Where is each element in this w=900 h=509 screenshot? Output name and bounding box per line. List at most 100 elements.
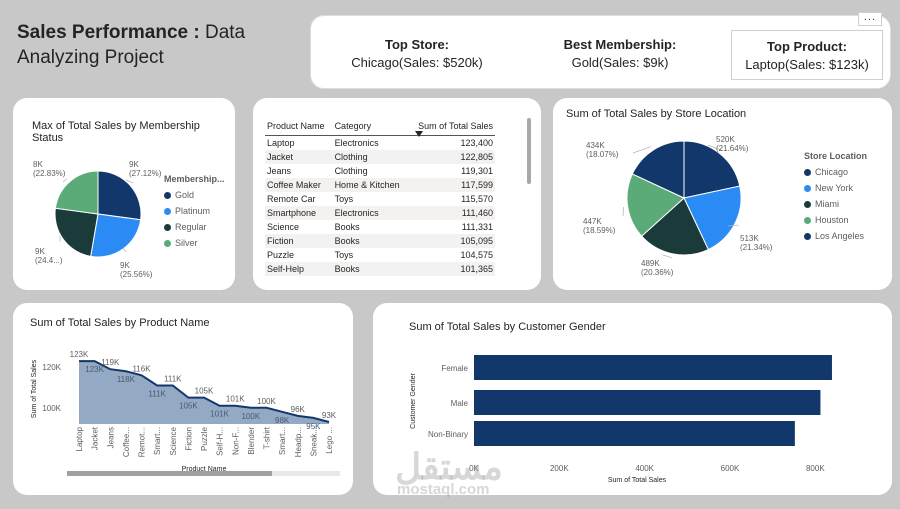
legend-dot (164, 192, 171, 200)
data-label: 96K (291, 405, 306, 414)
product-table-card: Product Name Category Sum of Total Sales… (253, 98, 541, 290)
table-row[interactable]: Coffee Maker Home & Kitchen 117,599 (265, 178, 495, 192)
legend-label: Chicago (815, 167, 849, 177)
x-tick-label: Sneak... (309, 427, 318, 456)
x-tick-label: Science (169, 426, 178, 455)
table-row[interactable]: Fiction Books 105,095 (265, 234, 495, 248)
bar (474, 355, 832, 380)
legend-item[interactable]: Miami (804, 199, 867, 209)
cell-sales: 105,095 (408, 234, 495, 248)
legend-item[interactable]: Silver (164, 238, 225, 248)
dashboard-title: Sales Performance : Data Analyzing Proje… (17, 20, 307, 70)
legend-label: Miami (815, 199, 839, 209)
sort-descending-icon[interactable] (415, 131, 423, 137)
leader-line (622, 206, 625, 217)
cell-sales: 123,400 (460, 138, 493, 148)
column-header-category[interactable]: Category (332, 118, 409, 136)
cell-category: Books (332, 262, 409, 276)
data-label-percent: (21.64%) (716, 144, 749, 153)
cell-category: Clothing (334, 166, 368, 176)
data-label: 101K (226, 395, 245, 404)
table-scrollbar[interactable] (527, 118, 531, 184)
data-label-percent: (25.56%) (120, 270, 153, 279)
store-legend: Store Location Chicago New York Miami Houst… (804, 151, 867, 241)
leader-line (707, 144, 723, 151)
legend-item[interactable]: Regular (164, 222, 225, 232)
cell-product: Coffee Maker (265, 178, 333, 192)
column-header-sales-label: Sum of Total Sales (418, 121, 493, 131)
table-row[interactable]: Self-Help Books 101,365 (265, 262, 495, 276)
legend-item[interactable]: Chicago (804, 167, 867, 177)
table-row[interactable]: Jeans Clothing 119,301 (265, 164, 495, 178)
x-tick-label: 200K (550, 464, 569, 473)
kpi-label: Top Product: (767, 38, 847, 54)
data-label: 95K (306, 422, 321, 431)
x-tick-label: 400K (635, 464, 654, 473)
cell-sales: 119,301 (461, 166, 493, 176)
bar (474, 421, 795, 446)
legend-item[interactable]: Gold (164, 190, 225, 200)
chart-title: Sum of Total Sales by Store Location (566, 108, 747, 120)
x-axis-label: Product Name (182, 466, 227, 473)
cell-category: Electronics (332, 206, 409, 220)
cell-category: Books (334, 222, 360, 232)
column-header-sales[interactable]: Sum of Total Sales (408, 118, 495, 136)
kpi-value: Gold(Sales: $9k) (571, 54, 669, 70)
table-row[interactable]: Puzzle Toys 104,575 (265, 248, 495, 262)
area-line (79, 360, 330, 423)
data-label: 434K (586, 141, 605, 150)
data-label: 447K (583, 217, 602, 226)
data-label-percent: (20.36%) (641, 268, 674, 277)
x-tick-label: T-shirt (263, 426, 272, 449)
legend-item[interactable]: Houston (804, 215, 867, 225)
chart-title: Sum of Total Sales by Product Name (30, 317, 210, 329)
data-label: 489K (641, 259, 660, 268)
table-row[interactable]: Laptop Electronics 123,400 (265, 136, 495, 151)
data-label: 105K (195, 387, 214, 396)
y-tick-label: Male (451, 399, 469, 408)
data-label: 9K (120, 261, 130, 270)
table-row[interactable]: Smartphone Electronics 111,460 (265, 206, 495, 220)
x-tick-label: Smart... (278, 427, 287, 455)
data-label: 116K (132, 364, 151, 373)
legend-label: Regular (175, 222, 207, 232)
table-row[interactable]: Jacket Clothing 122,805 (265, 150, 495, 164)
pie-slice (683, 185, 742, 251)
legend-dot (804, 217, 811, 225)
data-label: 98K (275, 416, 290, 425)
pie-slice (97, 170, 142, 221)
x-tick-label: Self-H... (216, 427, 225, 456)
x-tick-label: 800K (806, 464, 825, 473)
kpi-label: Top Store: (384, 36, 450, 52)
legend-dot (804, 169, 811, 177)
legend-dot (804, 201, 811, 209)
pie-slice (631, 140, 685, 199)
cell-sales: 122,805 (408, 150, 495, 164)
data-label: 123K (70, 350, 89, 359)
legend-item[interactable]: New York (804, 183, 867, 193)
membership-pie-chart: 9K(27.12%)9K(25.56%)9K(24.4...)8K(22.83%… (33, 160, 162, 279)
membership-legend: Membership... Gold Platinum Regular Silver (164, 174, 225, 248)
kpi-top-product[interactable]: Top Product: Laptop(Sales: $123k) (731, 30, 883, 80)
x-tick-label: Remot... (138, 427, 147, 457)
chart-scrollbar[interactable] (67, 471, 272, 476)
legend-item[interactable]: Platinum (164, 206, 225, 216)
cell-sales: 115,570 (461, 194, 493, 204)
title-card: Sales Performance : Data Analyzing Proje… (8, 10, 304, 80)
legend-item[interactable]: Los Angeles (804, 231, 867, 241)
cell-category: Toys (334, 250, 354, 260)
legend-title: Store Location (804, 151, 868, 161)
table-row[interactable]: Remote Car Toys 115,570 (265, 192, 495, 206)
more-options-icon[interactable]: ... (858, 12, 882, 26)
legend-dot (164, 224, 171, 232)
kpi-card: Top Store: Chicago(Sales: $520k) Best Me… (310, 12, 891, 89)
column-header-product[interactable]: Product Name (265, 118, 333, 136)
table-row[interactable]: Science Books 111,331 (265, 220, 495, 234)
membership-pie-card: Max of Total Sales by Membership Status … (13, 98, 235, 290)
x-tick-label: Puzzle (200, 426, 209, 451)
legend-label: Los Angeles (815, 231, 865, 241)
x-tick-label: Jeans (106, 427, 115, 448)
leader-line (662, 254, 673, 259)
x-tick-label: 600K (721, 464, 740, 473)
